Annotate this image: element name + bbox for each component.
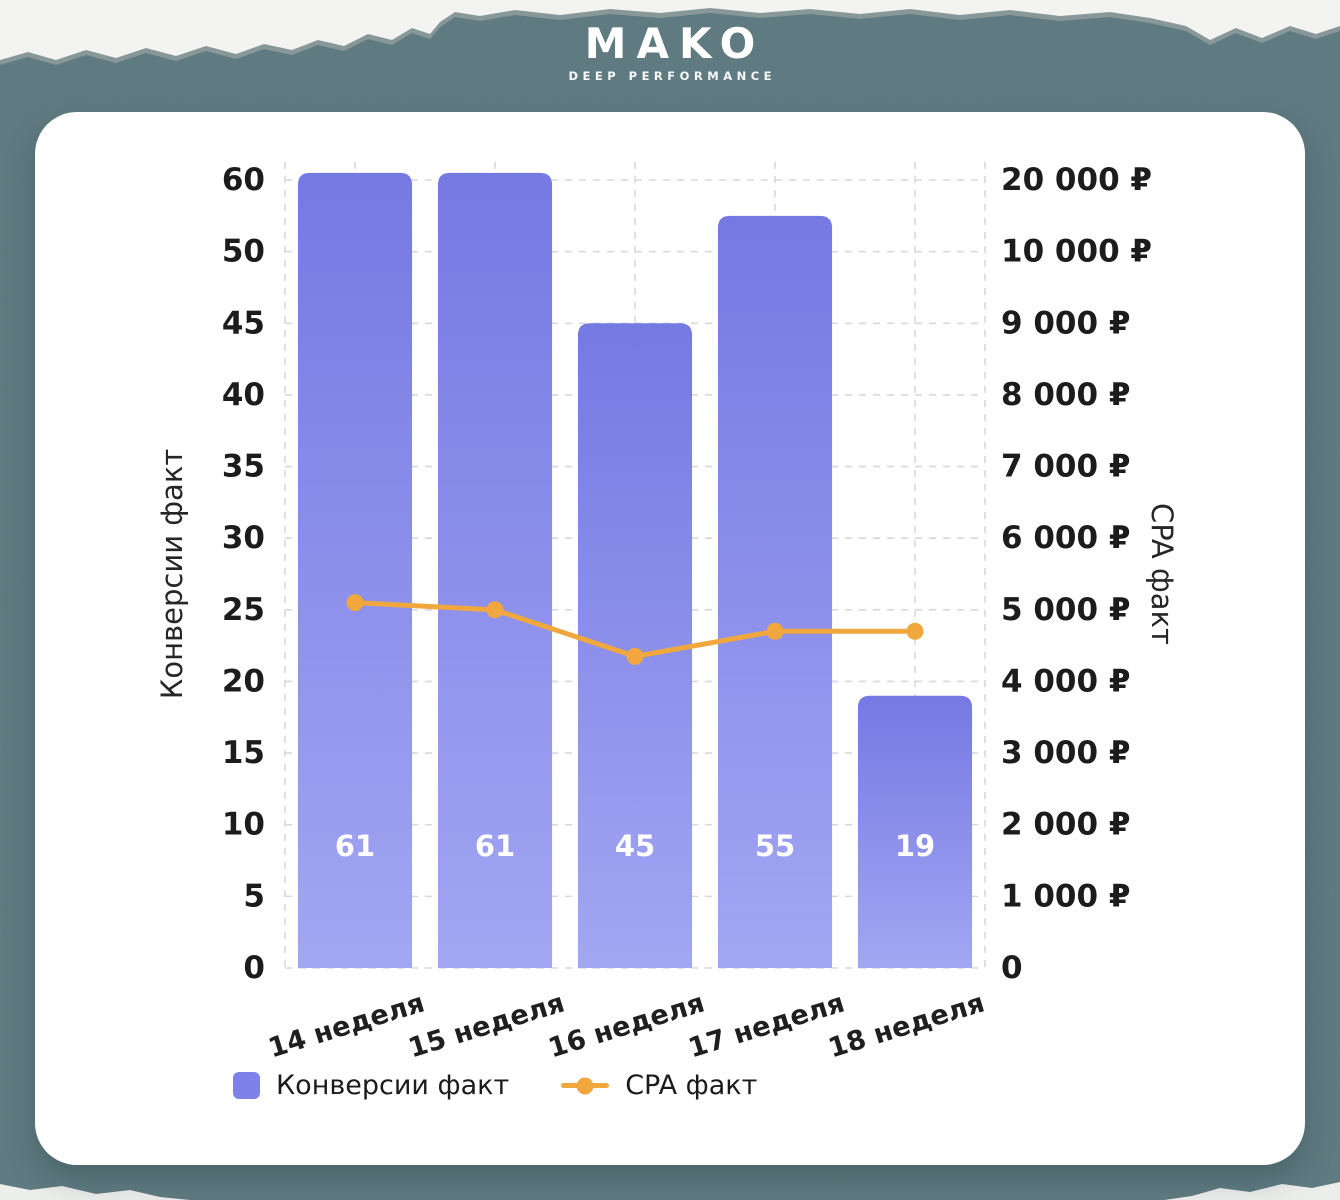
right-axis-tick-label: 9 000 ₽ (1001, 305, 1130, 341)
right-axis-tick-label: 4 000 ₽ (1001, 663, 1130, 699)
right-axis-tick-label: 10 000 ₽ (1001, 234, 1152, 270)
x-axis-tick-label: 16 неделя (545, 987, 708, 1064)
right-axis-tick-label: 5 000 ₽ (1001, 592, 1130, 628)
cpa-line-marker (906, 622, 924, 640)
cpa-line-marker (486, 601, 504, 619)
left-axis-tick-label: 15 (222, 735, 265, 771)
right-axis-tick-label: 20 000 ₽ (1001, 162, 1152, 198)
right-axis-tick-label: 2 000 ₽ (1001, 807, 1130, 843)
line-marker-dot (576, 1077, 594, 1094)
left-axis-tick-label: 10 (222, 807, 265, 843)
left-axis-tick-label: 5 (243, 878, 265, 914)
left-axis-tick-label: 20 (222, 663, 265, 699)
bar-value-label: 61 (475, 829, 515, 863)
left-axis-tick-label: 0 (243, 950, 265, 986)
bar-value-label: 61 (335, 829, 375, 863)
right-axis-tick-label: 7 000 ₽ (1001, 449, 1130, 485)
line-color-swatch (561, 1077, 610, 1094)
right-axis-tick-label: 6 000 ₽ (1001, 520, 1130, 556)
bar-color-swatch (233, 1072, 260, 1099)
left-axis-tick-label: 35 (222, 449, 265, 485)
left-axis-tick-label: 30 (222, 520, 265, 556)
brand-tagline: DEEP PERFORMANCE (568, 69, 777, 84)
left-axis-tick-label: 60 (222, 162, 265, 198)
left-axis-tick-label: 45 (222, 305, 265, 341)
right-axis-tick-label: 1 000 ₽ (1001, 878, 1130, 914)
chart-legend: Конверсии факт CPA факт (233, 1070, 757, 1101)
x-axis-tick-label: 18 неделя (825, 987, 988, 1064)
legend-item-cpa: CPA факт (561, 1070, 757, 1101)
legend-label-cpa: CPA факт (625, 1070, 758, 1101)
left-axis-tick-label: 50 (222, 234, 265, 270)
brand-name: MAKO (584, 19, 766, 68)
bar-value-label: 45 (615, 829, 655, 863)
right-axis-tick-label: 8 000 ₽ (1001, 377, 1130, 413)
left-axis-tick-label: 25 (222, 592, 265, 628)
torn-paper-bottom-decoration (0, 1182, 1340, 1200)
right-axis-tick-label: 3 000 ₽ (1001, 735, 1130, 771)
combo-chart: 0 0 5 1 000 ₽ 10 2 000 ₽ 15 3 000 ₽ 20 4 000 ₽ 25 5… (222, 162, 1152, 1064)
cpa-line-marker (346, 594, 364, 612)
bar-value-label: 55 (755, 829, 795, 863)
legend-label-conversions: Конверсии факт (276, 1070, 510, 1101)
chart-card: Конверсии факт CPA факт 0 0 5 1 000 ₽ 10 2 00… (35, 112, 1305, 1165)
cpa-line-marker (766, 622, 784, 640)
right-axis-tick-label: 0 (1001, 950, 1023, 986)
x-axis-tick-label: 17 неделя (685, 987, 848, 1064)
bar-value-label: 19 (895, 829, 935, 863)
x-axis-tick-label: 15 неделя (405, 987, 568, 1064)
x-axis-tick-label: 14 неделя (265, 987, 428, 1064)
left-axis-tick-label: 40 (222, 377, 265, 413)
legend-item-conversions: Конверсии факт (233, 1070, 509, 1101)
brand-logo: MAKO DEEP PERFORMANCE (0, 19, 1340, 84)
cpa-line-marker (626, 647, 644, 665)
